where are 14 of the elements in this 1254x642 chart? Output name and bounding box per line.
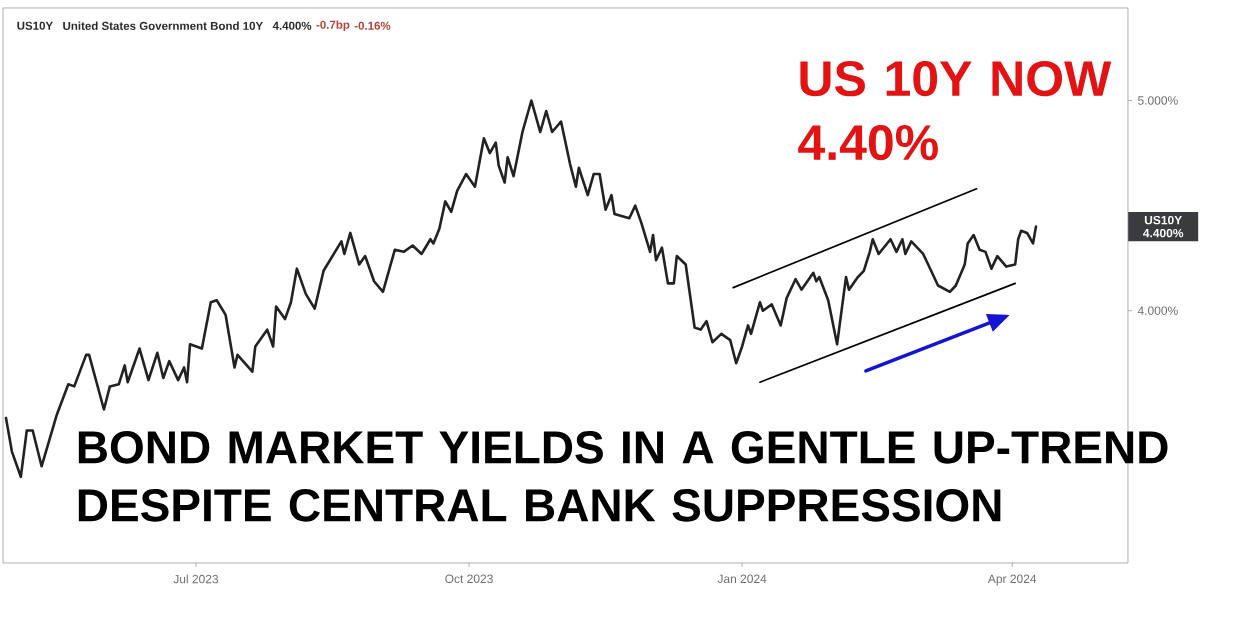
text: US10Y 4.400% — [1143, 215, 1184, 238]
annotation: 4.400% — [272, 21, 312, 30]
y-tick-label: 4.000% — [1137, 306, 1178, 315]
annotation: US10Y — [17, 21, 53, 30]
annotation: -0.7bp — [316, 20, 350, 32]
x-tick-label: Jul 2023 — [173, 574, 219, 584]
text: BOND MARKET YIELDS IN A GENTLE UP-TREND DESPITE CENTRAL BANK SUPPRESSION — [78, 431, 1168, 522]
y-tick-label: 5.000% — [1138, 96, 1178, 105]
x-tick-label: Jan 2024 — [717, 574, 767, 584]
x-tick-label: Apr 2024 — [987, 574, 1037, 586]
x-tick-label: Oct 2023 — [445, 574, 493, 584]
annotation: US 10Y NOW 4.40% — [798, 60, 1112, 161]
annotation: United States Government Bond 10Y — [63, 21, 263, 30]
annotation: -0.16% — [354, 21, 391, 30]
